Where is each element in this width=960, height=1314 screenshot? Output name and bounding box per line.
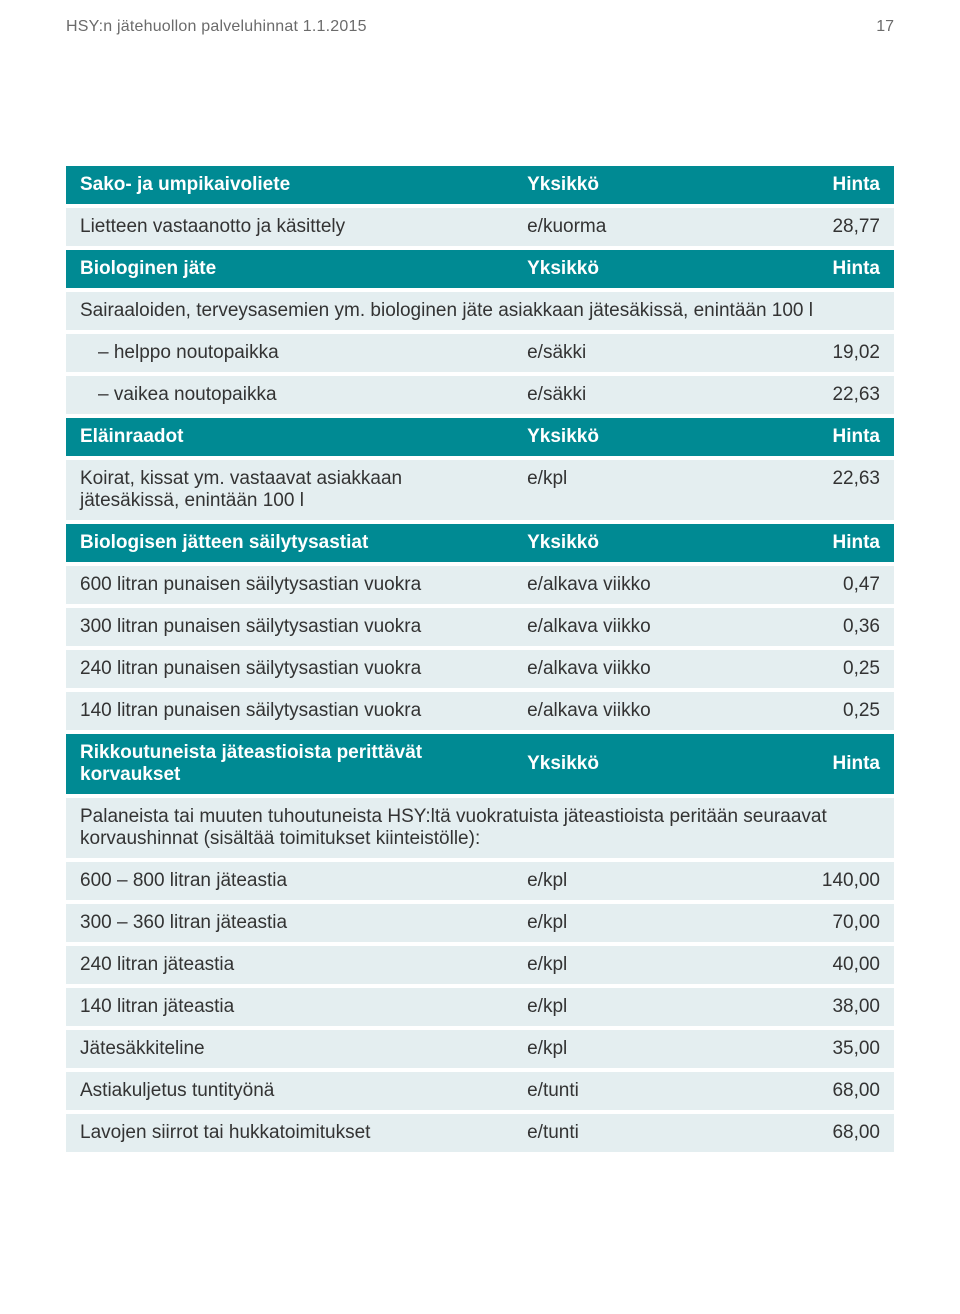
row-price: 0,36 — [704, 606, 894, 648]
row-label: 300 – 360 litran jäteastia — [66, 902, 513, 944]
section-title: Rikkoutuneista jäteastioista perittävät … — [66, 732, 513, 796]
row-label-text: – vaikea noutopaikka — [80, 384, 277, 406]
table-row: Astiakuljetus tuntityönä e/tunti 68,00 — [66, 1070, 894, 1112]
section-header: Eläinraadot Yksikkö Hinta — [66, 416, 894, 458]
table-row: 300 litran punaisen säilytysastian vuokr… — [66, 606, 894, 648]
row-price: 19,02 — [704, 332, 894, 374]
section-unit-header: Yksikkö — [513, 166, 703, 206]
document-title: HSY:n jätehuollon palveluhinnat 1.1.2015 — [66, 18, 367, 35]
table-row: 600 litran punaisen säilytysastian vuokr… — [66, 564, 894, 606]
row-unit: e/alkava viikko — [513, 648, 703, 690]
row-unit: e/alkava viikko — [513, 606, 703, 648]
row-unit: e/alkava viikko — [513, 690, 703, 732]
section-header: Biologisen jätteen säilytysastiat Yksikk… — [66, 522, 894, 564]
row-price: 68,00 — [704, 1112, 894, 1154]
row-label: 140 litran punaisen säilytysastian vuokr… — [66, 690, 513, 732]
row-label: Lietteen vastaanotto ja käsittely — [66, 206, 513, 248]
row-label: 240 litran jäteastia — [66, 944, 513, 986]
table-row: Lavojen siirrot tai hukkatoimitukset e/t… — [66, 1112, 894, 1154]
row-price: 38,00 — [704, 986, 894, 1028]
section-title: Eläinraadot — [66, 416, 513, 458]
table-row: 240 litran punaisen säilytysastian vuokr… — [66, 648, 894, 690]
row-unit: e/kpl — [513, 458, 703, 522]
row-price: 68,00 — [704, 1070, 894, 1112]
row-unit: e/kpl — [513, 902, 703, 944]
section-header: Biologinen jäte Yksikkö Hinta — [66, 248, 894, 290]
table-row: 240 litran jäteastia e/kpl 40,00 — [66, 944, 894, 986]
section-unit-header: Yksikkö — [513, 416, 703, 458]
row-unit: e/kpl — [513, 986, 703, 1028]
row-unit: e/tunti — [513, 1112, 703, 1154]
row-price: 0,25 — [704, 648, 894, 690]
row-price: 70,00 — [704, 902, 894, 944]
row-unit: e/kpl — [513, 860, 703, 902]
row-label: – vaikea noutopaikka — [66, 374, 513, 416]
header-spacer — [66, 36, 894, 166]
row-label: Koirat, kissat ym. vastaavat asiakkaan j… — [66, 458, 513, 522]
row-label: 240 litran punaisen säilytysastian vuokr… — [66, 648, 513, 690]
row-price: 0,25 — [704, 690, 894, 732]
row-price: 28,77 — [704, 206, 894, 248]
row-label: Astiakuljetus tuntityönä — [66, 1070, 513, 1112]
section-price-header: Hinta — [704, 522, 894, 564]
section-price-header: Hinta — [704, 166, 894, 206]
row-price: 40,00 — [704, 944, 894, 986]
table-row: 300 – 360 litran jäteastia e/kpl 70,00 — [66, 902, 894, 944]
row-unit: e/tunti — [513, 1070, 703, 1112]
row-label: 600 litran punaisen säilytysastian vuokr… — [66, 564, 513, 606]
row-unit: e/kpl — [513, 944, 703, 986]
table-row: Koirat, kissat ym. vastaavat asiakkaan j… — [66, 458, 894, 522]
table-row: Sairaaloiden, terveysasemien ym. biologi… — [66, 290, 894, 332]
table-row: Palaneista tai muuten tuhoutuneista HSY:… — [66, 796, 894, 860]
section-header: Rikkoutuneista jäteastioista perittävät … — [66, 732, 894, 796]
section-title: Biologisen jätteen säilytysastiat — [66, 522, 513, 564]
row-label: 300 litran punaisen säilytysastian vuokr… — [66, 606, 513, 648]
row-price: 22,63 — [704, 374, 894, 416]
row-unit: e/säkki — [513, 332, 703, 374]
table-row: Lietteen vastaanotto ja käsittely e/kuor… — [66, 206, 894, 248]
section-unit-header: Yksikkö — [513, 248, 703, 290]
section-title: Sako- ja umpikaivoliete — [66, 166, 513, 206]
row-unit: e/säkki — [513, 374, 703, 416]
section-price-header: Hinta — [704, 248, 894, 290]
row-label: 140 litran jäteastia — [66, 986, 513, 1028]
row-unit: e/alkava viikko — [513, 564, 703, 606]
section-price-header: Hinta — [704, 416, 894, 458]
pricing-table: Sako- ja umpikaivoliete Yksikkö Hinta Li… — [66, 166, 894, 1156]
section-price-header: Hinta — [704, 732, 894, 796]
table-row: Jätesäkkiteline e/kpl 35,00 — [66, 1028, 894, 1070]
section-unit-header: Yksikkö — [513, 732, 703, 796]
section-note: Sairaaloiden, terveysasemien ym. biologi… — [66, 290, 894, 332]
row-unit: e/kpl — [513, 1028, 703, 1070]
page: HSY:n jätehuollon palveluhinnat 1.1.2015… — [0, 0, 960, 1206]
row-label: – helppo noutopaikka — [66, 332, 513, 374]
row-price: 0,47 — [704, 564, 894, 606]
section-note: Palaneista tai muuten tuhoutuneista HSY:… — [66, 796, 894, 860]
row-unit: e/kuorma — [513, 206, 703, 248]
page-header: HSY:n jätehuollon palveluhinnat 1.1.2015… — [66, 0, 894, 36]
row-price: 22,63 — [704, 458, 894, 522]
table-row: 140 litran punaisen säilytysastian vuokr… — [66, 690, 894, 732]
table-row: 600 – 800 litran jäteastia e/kpl 140,00 — [66, 860, 894, 902]
section-unit-header: Yksikkö — [513, 522, 703, 564]
row-label-text: – helppo noutopaikka — [80, 342, 279, 364]
page-number: 17 — [876, 18, 894, 36]
table-row: – helppo noutopaikka e/säkki 19,02 — [66, 332, 894, 374]
section-header: Sako- ja umpikaivoliete Yksikkö Hinta — [66, 166, 894, 206]
row-label: 600 – 800 litran jäteastia — [66, 860, 513, 902]
row-label: Lavojen siirrot tai hukkatoimitukset — [66, 1112, 513, 1154]
row-price: 35,00 — [704, 1028, 894, 1070]
row-label: Jätesäkkiteline — [66, 1028, 513, 1070]
section-title: Biologinen jäte — [66, 248, 513, 290]
row-price: 140,00 — [704, 860, 894, 902]
table-row: – vaikea noutopaikka e/säkki 22,63 — [66, 374, 894, 416]
table-row: 140 litran jäteastia e/kpl 38,00 — [66, 986, 894, 1028]
